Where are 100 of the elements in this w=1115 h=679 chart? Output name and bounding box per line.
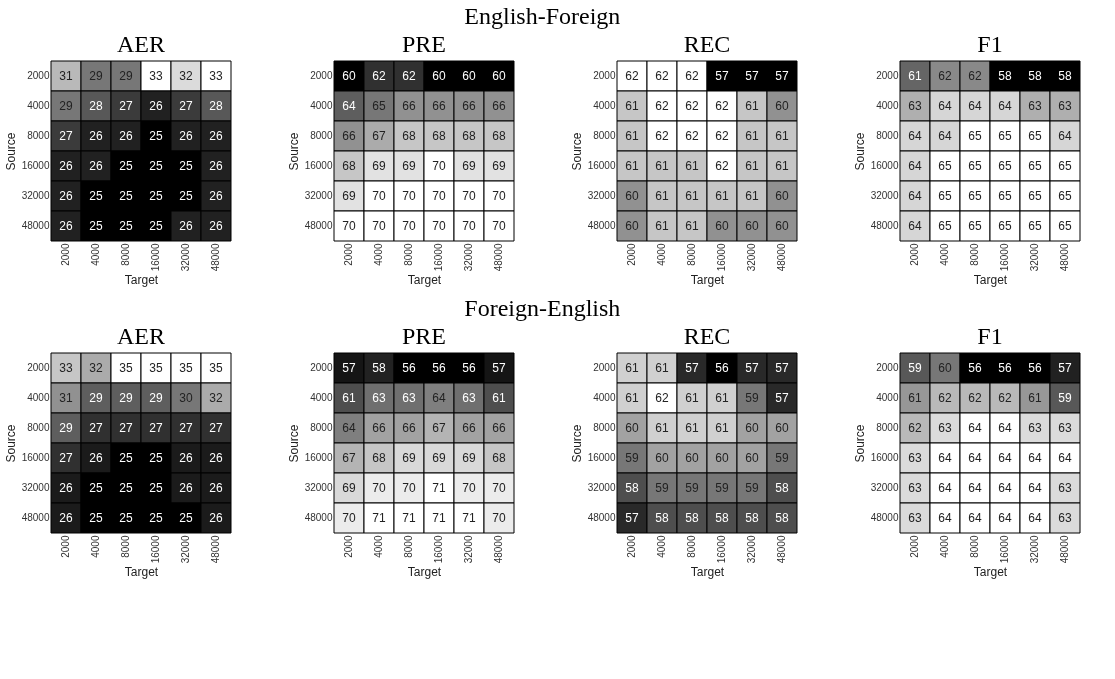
data-label: 31	[59, 69, 73, 83]
x-tick-label: 16000	[716, 535, 727, 564]
x-tick-label: 2000	[60, 243, 71, 266]
data-label: 62	[372, 69, 386, 83]
x-tick-label: 32000	[463, 243, 474, 272]
data-label: 71	[432, 511, 446, 525]
data-label: 29	[119, 391, 133, 405]
x-tick-label: 16000	[150, 535, 161, 564]
data-label: 63	[1058, 99, 1072, 113]
data-label: 64	[998, 511, 1012, 525]
chart-title: F1	[977, 322, 1003, 349]
data-label: 60	[745, 421, 759, 435]
data-label: 26	[209, 219, 223, 233]
data-label: 64	[968, 451, 982, 465]
data-label: 27	[149, 421, 163, 435]
data-label: 65	[938, 189, 952, 203]
x-tick-label: 8000	[969, 535, 980, 558]
data-label: 71	[432, 481, 446, 495]
data-label: 29	[89, 69, 103, 83]
x-tick-label: 8000	[686, 535, 697, 558]
data-label: 60	[655, 451, 669, 465]
data-label: 58	[1058, 69, 1072, 83]
data-label: 25	[149, 129, 163, 143]
x-tick-label: 48000	[1059, 243, 1070, 272]
data-label: 61	[745, 129, 759, 143]
data-label: 65	[968, 189, 982, 203]
data-label: 25	[89, 511, 103, 525]
data-label: 60	[775, 219, 789, 233]
data-label: 62	[938, 391, 952, 405]
data-label: 61	[655, 159, 669, 173]
data-label: 25	[119, 511, 133, 525]
data-label: 65	[1058, 159, 1072, 173]
data-label: 61	[655, 219, 669, 233]
x-tick-label: 4000	[373, 535, 384, 558]
data-label: 64	[1058, 129, 1072, 143]
y-tick-label: 48000	[587, 220, 616, 231]
data-label: 61	[775, 129, 789, 143]
data-label: 56	[402, 361, 416, 375]
data-label: 64	[908, 159, 922, 173]
data-label: 31	[59, 391, 73, 405]
data-label: 26	[59, 219, 73, 233]
data-label: 70	[492, 511, 506, 525]
data-label: 59	[775, 451, 789, 465]
data-label: 66	[342, 129, 356, 143]
y-axis-title: Source	[852, 424, 867, 463]
data-label: 62	[685, 99, 699, 113]
data-label: 59	[715, 481, 729, 495]
data-label: 58	[1028, 69, 1042, 83]
data-label: 25	[89, 219, 103, 233]
data-label: 67	[342, 451, 356, 465]
data-label: 70	[372, 481, 386, 495]
y-axis-title: Source	[3, 424, 18, 463]
data-label: 67	[432, 421, 446, 435]
y-tick-label: 16000	[21, 452, 50, 463]
data-label: 59	[625, 451, 639, 465]
x-tick-label: 4000	[373, 243, 384, 266]
data-label: 25	[89, 189, 103, 203]
y-tick-label: 32000	[304, 190, 333, 201]
data-label: 25	[179, 511, 193, 525]
data-label: 60	[625, 421, 639, 435]
data-label: 61	[625, 99, 639, 113]
chart-title: REC	[683, 322, 731, 349]
y-tick-label: 8000	[876, 422, 899, 433]
data-label: 66	[492, 421, 506, 435]
data-label: 61	[655, 189, 669, 203]
data-label: 25	[119, 219, 133, 233]
data-label: 64	[342, 99, 356, 113]
data-label: 25	[149, 219, 163, 233]
data-label: 70	[462, 189, 476, 203]
y-tick-label: 32000	[587, 190, 616, 201]
data-label: 64	[968, 421, 982, 435]
y-tick-label: 48000	[870, 512, 899, 523]
y-tick-label: 16000	[870, 160, 899, 171]
y-tick-label: 48000	[304, 512, 333, 523]
data-label: 61	[775, 159, 789, 173]
data-label: 70	[492, 189, 506, 203]
data-label: 70	[402, 189, 416, 203]
chart-title: AER	[117, 322, 165, 349]
data-label: 63	[1058, 481, 1072, 495]
data-label: 65	[1028, 189, 1042, 203]
data-label: 56	[968, 361, 982, 375]
data-label: 26	[209, 511, 223, 525]
x-tick-label: 8000	[403, 535, 414, 558]
data-label: 70	[462, 481, 476, 495]
data-label: 70	[432, 159, 446, 173]
text: English-Foreign	[464, 2, 621, 29]
data-label: 58	[655, 511, 669, 525]
data-label: 58	[745, 511, 759, 525]
data-label: 71	[462, 511, 476, 525]
data-label: 61	[655, 361, 669, 375]
y-tick-label: 2000	[310, 70, 333, 81]
data-label: 57	[1058, 361, 1072, 375]
data-label: 69	[432, 451, 446, 465]
data-label: 66	[462, 421, 476, 435]
data-label: 70	[372, 189, 386, 203]
data-label: 26	[59, 511, 73, 525]
x-tick-label: 48000	[210, 535, 221, 564]
data-label: 66	[462, 99, 476, 113]
data-label: 69	[402, 159, 416, 173]
data-label: 61	[715, 421, 729, 435]
